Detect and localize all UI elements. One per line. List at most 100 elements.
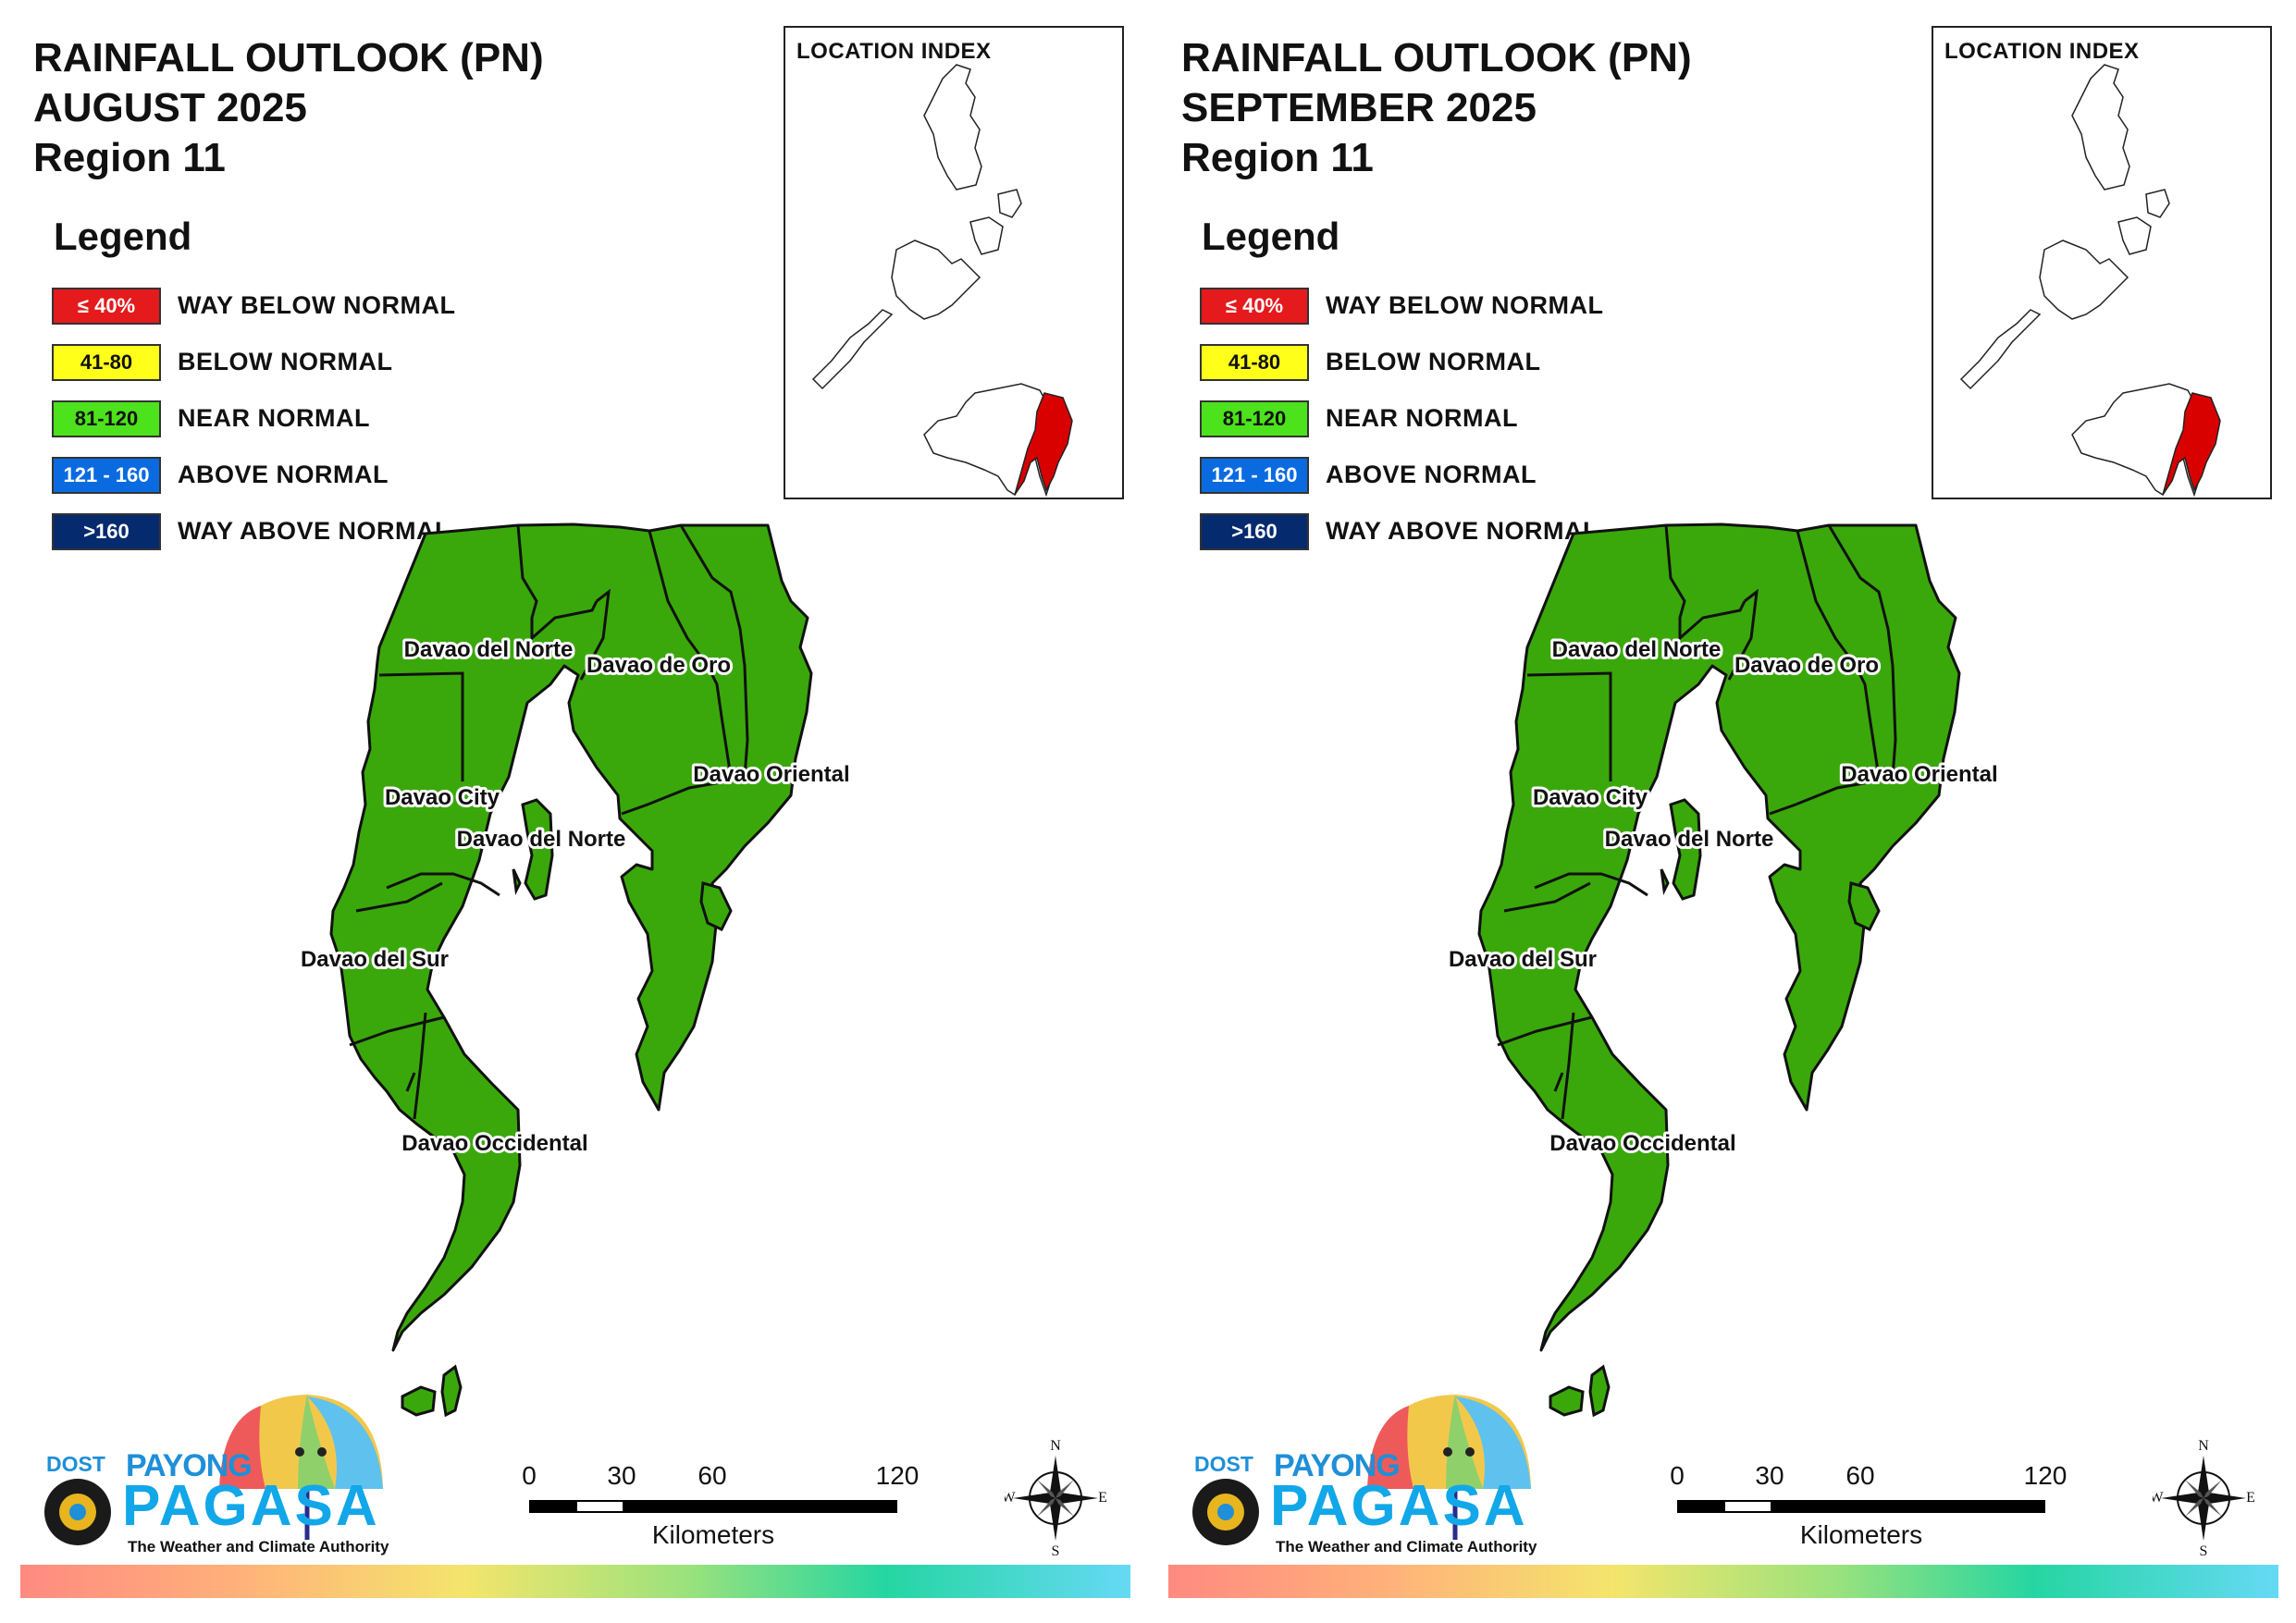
province-boundary	[648, 530, 733, 778]
location-index-inset: LOCATION INDEX	[1932, 26, 2272, 499]
scale-tick-label: 0	[522, 1461, 537, 1490]
scale-unit: Kilometers	[1799, 1520, 1923, 1549]
province-boundary	[349, 1015, 445, 1047]
footer-color-bar	[1168, 1565, 2278, 1598]
scale-tick-label: 120	[875, 1461, 920, 1490]
compass-rose-icon: N S E W	[2149, 1438, 2254, 1559]
pagasa-text: PAGASA	[122, 1474, 380, 1538]
province-boundary	[405, 1072, 416, 1092]
outlook-panel: RAINFALL OUTLOOK (PN) AUGUST 2025 Region 1…	[20, 26, 1130, 1598]
location-index-inset: LOCATION INDEX	[784, 26, 1124, 499]
province-label: Davao City	[385, 785, 500, 810]
legend-row: 41-80 BELOW NORMAL	[1200, 334, 1604, 390]
province-label: Davao Occidental	[401, 1131, 587, 1156]
region-11-map: Davao del Norte Davao de Oro Davao City Dav…	[300, 523, 850, 1418]
dost-text: DOST	[46, 1452, 105, 1476]
title-line: Region 11	[33, 135, 226, 180]
legend-label: WAY ABOVE NORMAL	[1326, 517, 1599, 545]
province-boundary	[1497, 1015, 1593, 1047]
compass-letter: W	[1005, 1490, 1016, 1506]
title-line: RAINFALL OUTLOOK (PN)	[33, 35, 544, 80]
legend-label: NEAR NORMAL	[1326, 404, 1518, 432]
legend-swatch: 121 - 160	[1200, 456, 1309, 494]
province-boundary	[1526, 671, 1612, 781]
compass-letter: N	[1050, 1439, 1061, 1454]
legend-row: 121 - 160 ABOVE NORMAL	[1200, 447, 1604, 503]
island-fill	[521, 798, 554, 901]
island-fill	[1549, 1385, 1585, 1417]
legend-label: NEAR NORMAL	[178, 404, 370, 432]
compass-letter: W	[2153, 1490, 2164, 1506]
province-boundary	[1553, 1072, 1564, 1092]
legend: Legend ≤ 40% WAY BELOW NORMAL 41-80 BELOW NO…	[52, 215, 456, 559]
region-11-map: Davao del Norte Davao de Oro Davao City Dav…	[1446, 523, 2001, 1418]
province-boundary	[1727, 588, 1759, 681]
legend-heading: Legend	[1202, 215, 1340, 258]
title-line: AUGUST 2025	[33, 85, 307, 130]
province-boundary	[1796, 530, 1881, 778]
legend-swatch: 81-120	[1200, 400, 1309, 437]
province-fill	[329, 523, 813, 1352]
island-fill	[1847, 881, 1881, 931]
map-title: RAINFALL OUTLOOK (PN) SEPTEMBER 2025 Regio…	[1181, 33, 1692, 183]
scale-bar: 0 30 60 120 Kilometers	[1666, 1461, 2092, 1549]
legend-row: ≤ 40% WAY BELOW NORMAL	[1200, 277, 1604, 334]
legend-heading: Legend	[54, 215, 192, 258]
compass-letter: S	[1052, 1543, 1060, 1557]
pagasa-text: PAGASA	[1270, 1474, 1528, 1538]
island-fill	[699, 881, 733, 931]
province-label: Davao del Norte	[404, 637, 574, 662]
province-label: Davao del Norte	[1605, 827, 1774, 852]
legend-row: 121 - 160 ABOVE NORMAL	[52, 447, 456, 503]
compass-letter: E	[2246, 1490, 2254, 1506]
legend-swatch: 41-80	[1200, 343, 1309, 381]
province-boundary	[413, 1012, 427, 1120]
legend-swatch: 121 - 160	[52, 456, 161, 494]
province-label: Davao Oriental	[693, 762, 849, 787]
scale-tick-label: 60	[697, 1461, 727, 1490]
legend-row: ≤ 40% WAY BELOW NORMAL	[52, 277, 456, 334]
island-fill	[440, 1364, 463, 1418]
compass-letter: E	[1098, 1490, 1106, 1506]
legend-swatch: ≤ 40%	[1200, 287, 1309, 325]
philippines-outline	[1959, 64, 2170, 390]
compass-letter: S	[2200, 1543, 2208, 1557]
location-index-title: LOCATION INDEX	[796, 39, 992, 64]
province-label: Davao City	[1533, 785, 1648, 810]
province-boundary	[386, 872, 500, 897]
scale-bar-graphic	[1677, 1500, 2045, 1513]
logo-tagline: The Weather and Climate Authority	[1276, 1538, 1537, 1555]
philippines-inset-map	[1959, 64, 2221, 498]
legend-swatch: ≤ 40%	[52, 287, 161, 325]
island-fill	[512, 868, 522, 896]
pagasa-logo: DOST PAYONG PAGASA The Weather and Climate …	[1178, 1387, 1548, 1563]
footer-color-bar	[20, 1565, 1130, 1598]
map-title: RAINFALL OUTLOOK (PN) AUGUST 2025 Region 1…	[33, 33, 544, 183]
legend-swatch: >160	[1200, 512, 1309, 550]
province-boundary	[1534, 872, 1648, 897]
legend-label: ABOVE NORMAL	[1326, 461, 1537, 488]
legend-row: >160 WAY ABOVE NORMAL	[1200, 503, 1604, 559]
payong-text: PAYONG	[126, 1448, 253, 1483]
payong-text: PAYONG	[1274, 1448, 1401, 1483]
island-fill	[1660, 868, 1670, 896]
legend-swatch: 41-80	[52, 343, 161, 381]
legend-label: WAY BELOW NORMAL	[1326, 291, 1604, 319]
legend-label: WAY BELOW NORMAL	[178, 291, 456, 319]
title-line: SEPTEMBER 2025	[1181, 85, 1537, 130]
legend-row: 41-80 BELOW NORMAL	[52, 334, 456, 390]
compass-rose-icon: N S E W	[1001, 1438, 1106, 1559]
province-boundary	[516, 524, 599, 642]
province-boundary	[355, 881, 443, 913]
province-label: Davao Oriental	[1841, 762, 1997, 787]
philippines-outline	[811, 64, 1022, 390]
legend-label: BELOW NORMAL	[178, 348, 393, 375]
province-boundary	[1664, 524, 1747, 642]
region-11-highlight	[2162, 392, 2221, 496]
legend: Legend ≤ 40% WAY BELOW NORMAL 41-80 BELOW NO…	[1200, 215, 1604, 559]
province-boundary	[378, 671, 464, 781]
legend-swatch: 81-120	[52, 400, 161, 437]
location-index-title: LOCATION INDEX	[1944, 39, 2140, 64]
scale-tick-label: 30	[1755, 1461, 1784, 1490]
province-label: Davao de Oro	[586, 653, 731, 678]
